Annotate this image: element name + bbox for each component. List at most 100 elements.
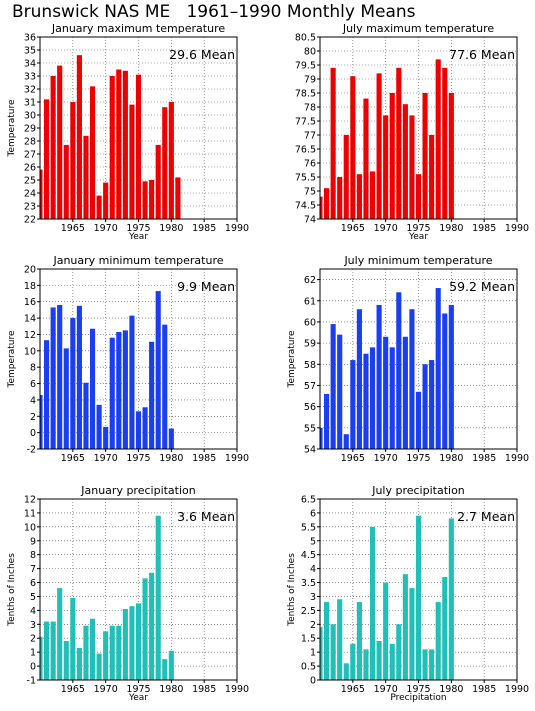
y-tick-label: 3 xyxy=(310,592,316,603)
x-tick-label: 1970 xyxy=(374,453,398,464)
bar xyxy=(448,305,454,449)
bar xyxy=(363,649,369,680)
bar xyxy=(343,135,349,219)
bar xyxy=(409,115,415,219)
bar xyxy=(435,59,441,220)
bar xyxy=(320,196,323,219)
x-tick-label: 1980 xyxy=(439,684,463,695)
y-tick-label: 1.5 xyxy=(301,634,316,645)
bar xyxy=(96,195,102,219)
bar xyxy=(350,643,356,680)
y-tick-label: 32 xyxy=(24,85,36,96)
bar xyxy=(435,602,441,680)
bar xyxy=(129,606,135,680)
bar xyxy=(149,180,155,219)
bar xyxy=(109,625,115,680)
bar xyxy=(149,341,155,449)
y-tick-label: 0 xyxy=(310,676,316,687)
y-tick-label: 26 xyxy=(24,163,36,174)
y-tick-label: 14 xyxy=(24,314,36,325)
bar xyxy=(324,188,330,219)
bar xyxy=(343,663,349,680)
y-tick-label: 76 xyxy=(304,159,316,170)
mean-label: 3.6 Mean xyxy=(177,509,235,524)
x-tick-label: 1980 xyxy=(439,223,463,234)
y-tick-label: 1 xyxy=(310,648,316,659)
bar xyxy=(76,55,82,220)
y-tick-label: 1 xyxy=(30,648,36,659)
bar xyxy=(324,602,330,680)
bar xyxy=(168,102,174,219)
bar xyxy=(389,643,395,680)
chart-title: July maximum temperature xyxy=(342,22,495,35)
bar xyxy=(122,70,128,219)
bar xyxy=(396,67,402,219)
bar xyxy=(116,69,122,219)
y-tick-label: 58 xyxy=(304,360,316,371)
bar xyxy=(50,76,56,219)
bar xyxy=(369,526,376,680)
y-tick-label: 61 xyxy=(304,296,316,307)
bar xyxy=(422,649,428,680)
bar xyxy=(135,603,142,680)
bar xyxy=(149,572,155,680)
bar xyxy=(103,182,109,219)
bar xyxy=(396,292,402,449)
y-tick-label: 5 xyxy=(310,536,316,547)
y-tick-label: 78.5 xyxy=(295,89,316,100)
x-tick-label: 1990 xyxy=(225,453,249,464)
y-axis-label: Temperature xyxy=(7,330,17,388)
y-tick-label: 16 xyxy=(24,297,36,308)
y-axis-label: Tenths of Inches xyxy=(287,553,297,627)
y-tick-label: 75 xyxy=(304,187,316,198)
page-title-text: Brunswick NAS ME 1961–1990 Monthly Means xyxy=(12,2,416,22)
chart-title: July minimum temperature xyxy=(343,254,492,267)
x-tick-label: 1990 xyxy=(225,223,249,234)
y-tick-label: 18 xyxy=(24,281,36,292)
bar xyxy=(142,181,148,219)
mean-label: 77.6 Mean xyxy=(449,47,515,62)
bar xyxy=(116,625,122,680)
chart-panel-1: 22 23 24 25 26 27 28 29 30 31 32 33 34 35 36 1965 1970 19… xyxy=(7,22,249,242)
y-tick-label: 56 xyxy=(304,402,316,413)
bar xyxy=(89,86,96,220)
bar xyxy=(442,67,448,219)
bar xyxy=(422,93,428,219)
bar xyxy=(320,427,323,449)
y-tick-label: 29 xyxy=(24,124,36,135)
y-tick-label: 2 xyxy=(310,620,316,631)
y-tick-label: 34 xyxy=(24,59,36,70)
bar xyxy=(320,627,323,680)
y-tick-label: 7 xyxy=(30,564,36,575)
y-tick-label: 0 xyxy=(30,662,36,673)
bar xyxy=(103,631,109,680)
x-tick-label: 1990 xyxy=(505,453,529,464)
bar xyxy=(122,330,128,449)
x-tick-label: 1985 xyxy=(472,223,496,234)
y-tick-label: 76.5 xyxy=(295,145,316,156)
bar xyxy=(50,621,56,680)
bar xyxy=(57,305,63,449)
y-tick-label: 77.5 xyxy=(295,117,316,128)
y-tick-label: 77 xyxy=(304,131,316,142)
y-tick-label: 2 xyxy=(30,634,36,645)
bar xyxy=(442,576,448,680)
bar xyxy=(330,324,336,449)
bar xyxy=(129,104,135,219)
bar xyxy=(356,309,362,449)
bar xyxy=(363,353,369,449)
y-tick-label: 8 xyxy=(30,363,36,374)
x-tick-label: 1965 xyxy=(341,223,365,234)
bar xyxy=(70,102,76,219)
bar xyxy=(337,177,343,219)
y-tick-label: 23 xyxy=(24,202,36,213)
bar xyxy=(383,336,389,449)
x-tick-label: 1965 xyxy=(61,684,85,695)
bar xyxy=(396,624,402,680)
bar xyxy=(162,659,168,680)
x-axis-label: Year xyxy=(128,693,148,703)
bar xyxy=(369,171,376,219)
y-tick-label: -1 xyxy=(27,676,36,687)
